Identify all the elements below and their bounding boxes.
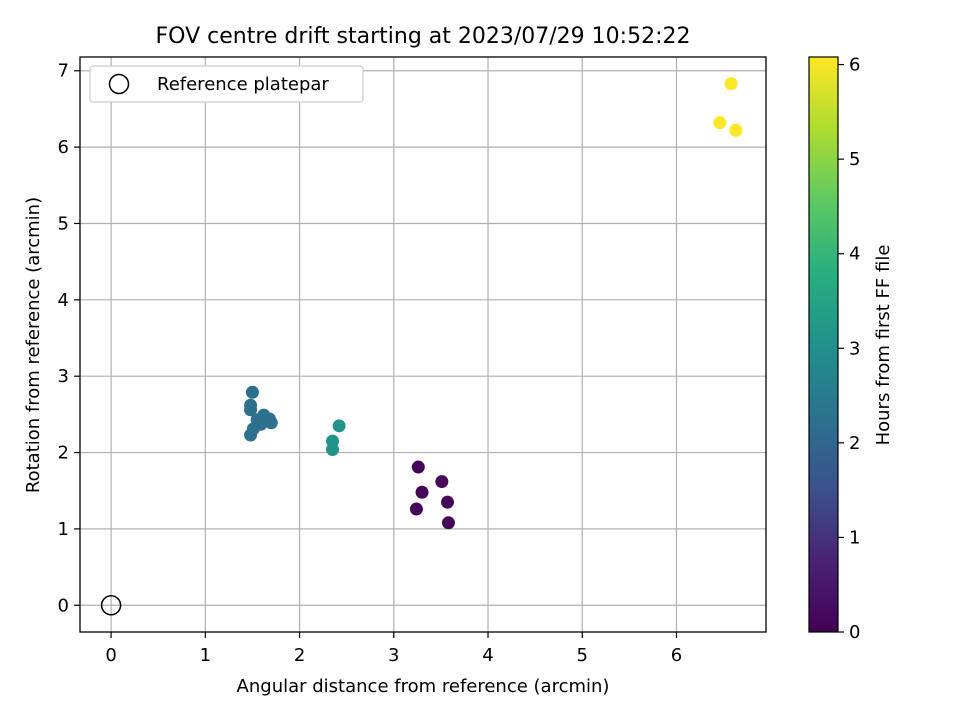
data-point-0 [411,460,425,474]
y-tick-label-0: 0 [58,595,69,616]
y-tick-label-6: 6 [58,137,69,158]
plot-frame [79,56,767,633]
data-point-18 [326,442,340,456]
reference-platepar-marker [100,595,122,616]
x-axis-label: Angular distance from reference (arcmin) [237,676,610,697]
data-point-1 [435,475,449,489]
legend-reference-marker [108,73,130,95]
data-point-5 [441,516,455,530]
colorbar-tick-label-0: 0 [849,622,860,643]
colorbar-label: Hours from first FF file [873,245,894,446]
colorbar-tick-label-1: 1 [849,527,860,548]
grid [80,57,766,632]
data-point-16 [332,419,346,433]
x-axis-ticks: 0 1 2 3 4 5 6 [105,632,682,666]
x-tick-label-0: 0 [105,645,116,666]
data-point-13 [264,416,278,430]
chart-title: FOV centre drift starting at 2023/07/29 … [156,24,691,49]
data-point-15 [244,428,258,442]
x-tick-label-2: 2 [294,645,305,666]
data-points [244,77,743,530]
data-point-8 [244,403,258,417]
y-axis-ticks: 0 1 2 3 4 5 6 7 [58,61,80,616]
y-tick-label-4: 4 [58,290,69,311]
x-tick-label-3: 3 [388,645,399,666]
colorbar: 0 1 2 3 4 5 6 Hours from first FF file [808,55,894,643]
legend-box [89,65,364,103]
legend-label-reference: Reference platepar [157,74,329,95]
colorbar-ticks: 0 1 2 3 4 5 6 [838,55,860,643]
data-point-3 [441,495,454,509]
x-tick-label-5: 5 [577,645,588,666]
y-tick-label-3: 3 [58,366,69,387]
colorbar-tick-label-3: 3 [849,338,860,359]
data-point-21 [729,123,743,137]
reference-marker-group [100,595,122,616]
y-tick-label-2: 2 [58,443,69,464]
colorbar-tick-label-5: 5 [849,149,860,170]
data-point-20 [713,116,727,130]
y-tick-label-1: 1 [58,519,69,540]
colorbar-gradient [808,56,839,633]
data-point-19 [724,77,738,91]
x-tick-label-4: 4 [482,645,493,666]
data-point-6 [245,385,259,399]
x-tick-label-6: 6 [671,645,682,666]
y-tick-label-7: 7 [58,61,69,82]
colorbar-tick-label-6: 6 [849,55,860,76]
legend: Reference platepar [89,65,364,103]
x-tick-label-1: 1 [200,645,211,666]
data-point-2 [415,485,429,499]
y-tick-label-5: 5 [58,213,69,234]
data-point-4 [409,502,423,516]
colorbar-tick-label-2: 2 [849,433,860,454]
y-axis-label: Rotation from reference (arcmin) [23,197,44,493]
colorbar-tick-label-4: 4 [849,244,860,265]
